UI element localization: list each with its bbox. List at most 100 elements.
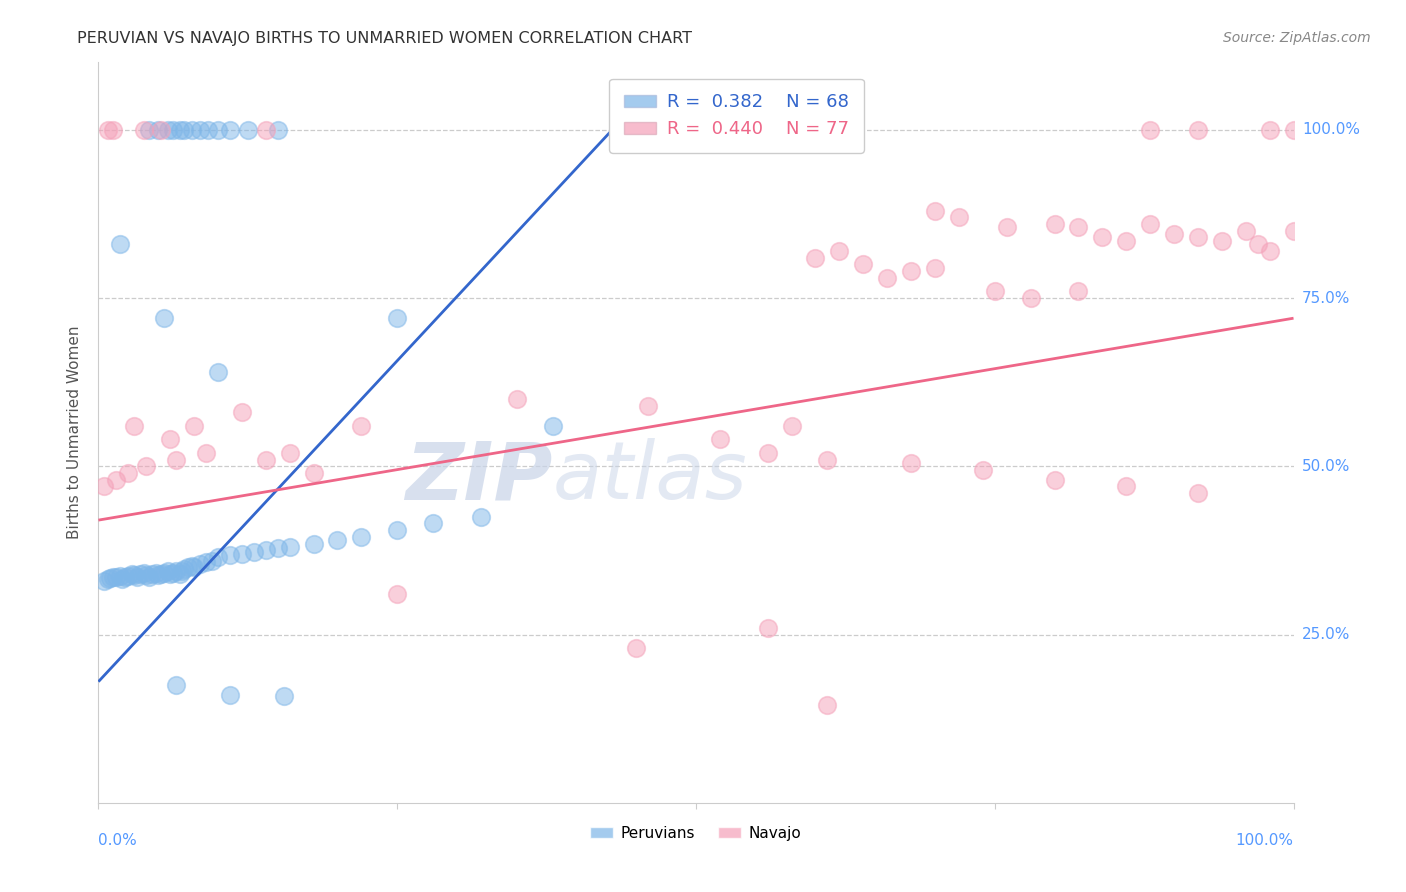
Point [105, 473, 128, 487]
Text: ZIP: ZIP [405, 438, 553, 516]
Point [243, 545, 266, 559]
Point [900, 264, 922, 278]
Point [756, 621, 779, 635]
Point [1187, 230, 1209, 244]
Point [1211, 234, 1233, 248]
Point [278, 446, 301, 460]
Point [125, 570, 148, 584]
Point [138, 570, 160, 584]
Point [111, 572, 134, 586]
Point [132, 122, 155, 136]
Point [626, 640, 648, 655]
Point [165, 564, 187, 578]
Point [972, 462, 994, 476]
Point [195, 555, 218, 569]
Point [385, 587, 409, 601]
Point [924, 260, 946, 275]
Point [1258, 244, 1281, 258]
Point [156, 122, 179, 136]
Point [254, 122, 277, 136]
Point [709, 433, 731, 447]
Point [924, 203, 946, 218]
Point [302, 536, 325, 550]
Point [756, 446, 779, 460]
Point [141, 566, 163, 581]
Text: 25.0%: 25.0% [1302, 627, 1350, 642]
Point [267, 541, 290, 556]
Point [138, 122, 160, 136]
Point [254, 452, 277, 467]
Point [149, 566, 172, 581]
Point [1091, 230, 1114, 244]
Point [169, 566, 191, 581]
Point [1139, 122, 1161, 136]
Point [105, 569, 128, 583]
Text: atlas: atlas [553, 438, 748, 516]
Point [1187, 122, 1209, 136]
Point [422, 516, 444, 531]
Point [637, 399, 659, 413]
Text: 0.0%: 0.0% [98, 833, 138, 848]
Point [97, 572, 120, 586]
Point [506, 392, 529, 406]
Point [117, 466, 139, 480]
Point [159, 566, 181, 581]
Point [183, 560, 205, 574]
Point [231, 405, 253, 419]
Point [278, 540, 301, 554]
Point [1163, 227, 1185, 241]
Point [733, 122, 755, 136]
Text: Source: ZipAtlas.com: Source: ZipAtlas.com [1223, 31, 1371, 45]
Point [188, 122, 211, 136]
Point [231, 547, 253, 561]
Point [302, 466, 325, 480]
Point [114, 570, 136, 584]
Point [385, 311, 409, 326]
Point [219, 122, 242, 136]
Point [1282, 122, 1305, 136]
Point [98, 571, 122, 585]
Point [385, 523, 409, 537]
Point [108, 569, 131, 583]
Point [165, 452, 187, 467]
Point [117, 569, 139, 583]
Point [876, 270, 898, 285]
Point [177, 560, 200, 574]
Point [180, 558, 202, 573]
Point [219, 688, 242, 702]
Point [101, 570, 124, 584]
Text: 100.0%: 100.0% [1302, 122, 1360, 137]
Point [207, 365, 229, 379]
Point [148, 568, 170, 582]
Point [101, 122, 124, 136]
Point [236, 122, 259, 136]
Text: 50.0%: 50.0% [1302, 458, 1350, 474]
Text: 100.0%: 100.0% [1236, 833, 1294, 848]
Point [350, 530, 373, 544]
Point [121, 566, 143, 581]
Point [254, 543, 277, 558]
Point [1234, 224, 1257, 238]
Point [1187, 486, 1209, 500]
Point [197, 122, 219, 136]
Point [267, 122, 290, 136]
Point [470, 509, 492, 524]
Legend: Peruvians, Navajo: Peruvians, Navajo [585, 820, 807, 847]
Point [108, 237, 131, 252]
Point [1247, 237, 1270, 252]
Point [165, 678, 187, 692]
Point [183, 418, 205, 433]
Point [172, 564, 194, 578]
Point [129, 566, 152, 581]
Point [201, 553, 224, 567]
Point [780, 418, 803, 433]
Text: PERUVIAN VS NAVAJO BIRTHS TO UNMARRIED WOMEN CORRELATION CHART: PERUVIAN VS NAVAJO BIRTHS TO UNMARRIED W… [77, 31, 692, 46]
Point [900, 456, 922, 470]
Point [948, 211, 970, 225]
Point [149, 122, 172, 136]
Point [145, 566, 167, 580]
Point [1043, 217, 1066, 231]
Point [124, 418, 146, 433]
Point [995, 220, 1018, 235]
Y-axis label: Births to Unmarried Women: Births to Unmarried Women [67, 326, 83, 540]
